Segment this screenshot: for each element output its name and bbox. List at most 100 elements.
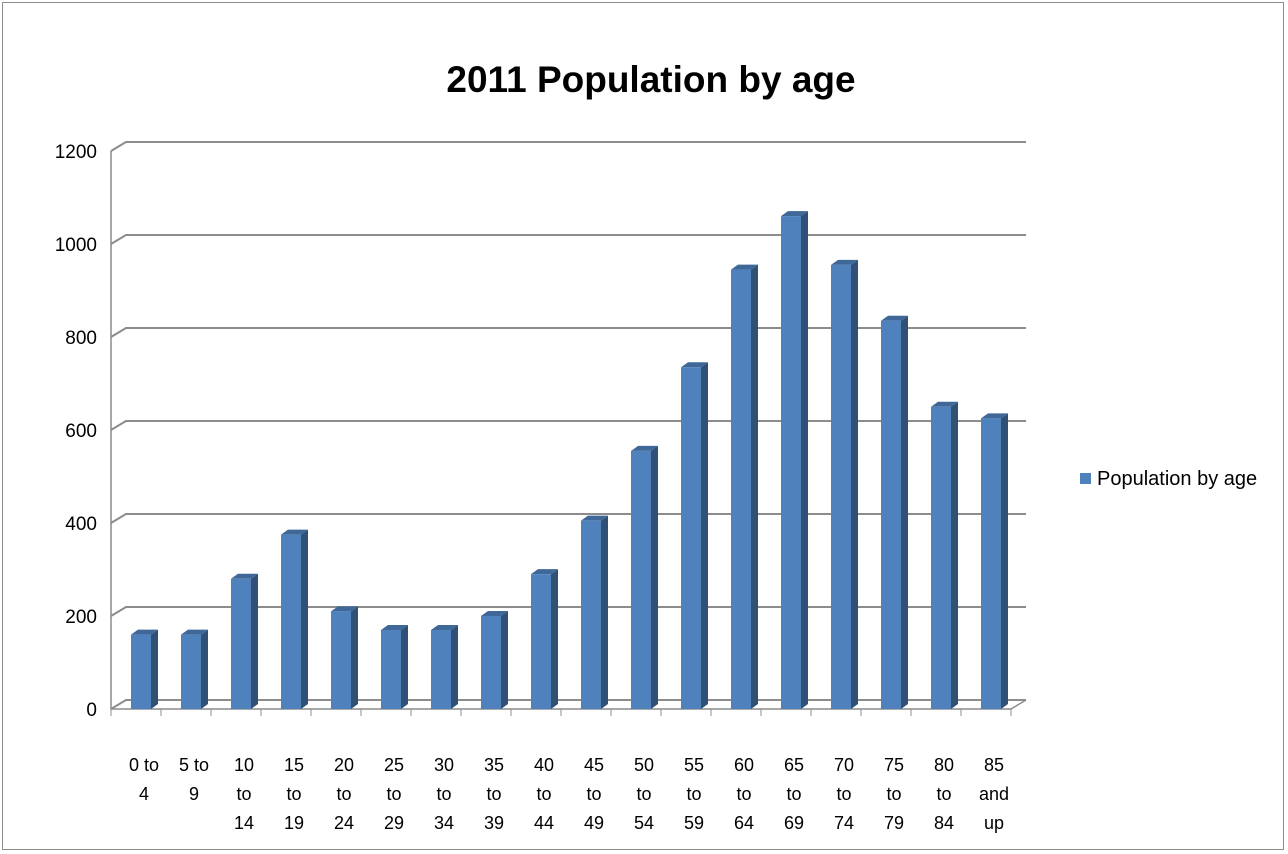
gridline xyxy=(110,606,1026,617)
bar-front xyxy=(231,578,251,709)
y-tick-label: 1200 xyxy=(55,142,97,163)
bar-front xyxy=(781,216,801,709)
bar xyxy=(781,211,808,709)
bar-top xyxy=(531,569,558,575)
bar-top xyxy=(481,611,508,616)
x-category-label-line: to xyxy=(436,784,451,804)
bar-front xyxy=(681,367,701,709)
x-category-label: 15 to 19 xyxy=(284,755,304,833)
bar-front xyxy=(381,629,401,709)
bar-side xyxy=(501,611,508,709)
x-category-label-line: 55 xyxy=(684,755,704,775)
bar-front xyxy=(931,406,951,709)
x-category-label-line: 65 xyxy=(784,755,804,775)
bar-side xyxy=(251,573,258,709)
x-category-label-line: 24 xyxy=(334,813,354,833)
x-category-label-line: 4 xyxy=(139,784,149,804)
legend-swatch xyxy=(1080,473,1091,484)
chart-title: 2011 Population by age xyxy=(446,59,855,100)
gridlines xyxy=(110,141,1026,710)
x-category-label: 80 to 84 xyxy=(934,755,954,833)
bar-top xyxy=(631,445,658,451)
x-category-label: 30 to 34 xyxy=(434,755,454,833)
x-category-label-line: 10 xyxy=(234,755,254,775)
bar-side xyxy=(801,211,808,709)
x-category-label: 70 to 74 xyxy=(834,755,854,833)
x-category-label-line: 29 xyxy=(384,813,404,833)
x-category-label-line: to xyxy=(836,784,851,804)
x-category-label-line: 39 xyxy=(484,813,504,833)
bar-top xyxy=(131,629,158,635)
x-category-label: 25 to 29 xyxy=(384,755,404,833)
x-category-label-line: 14 xyxy=(234,813,254,833)
x-category-label: 85 and up xyxy=(979,755,1009,833)
y-tick-label: 600 xyxy=(65,421,97,442)
x-category-label: 40 to 44 xyxy=(534,755,554,833)
bar xyxy=(231,573,258,709)
x-category-label-line: 50 xyxy=(634,755,654,775)
bar-side xyxy=(701,362,708,709)
bar-front xyxy=(531,574,551,709)
x-category-label-line: to xyxy=(636,784,651,804)
x-category-label-line: 64 xyxy=(734,813,754,833)
bar-front xyxy=(731,269,751,709)
x-category-label-line: 60 xyxy=(734,755,754,775)
bar xyxy=(131,629,158,709)
bar-top xyxy=(681,362,708,368)
x-category-label-line: to xyxy=(786,784,801,804)
bar-top xyxy=(431,624,458,630)
bar-top xyxy=(881,315,908,321)
axes: 0 200 400 600 800 1000 1200 xyxy=(55,142,1027,721)
x-category-label-line: 69 xyxy=(784,813,804,833)
x-category-label-line: to xyxy=(886,784,901,804)
x-category-label-line: 25 xyxy=(384,755,404,775)
x-category-label-line: and xyxy=(979,784,1009,804)
x-category-label-line: 5 to xyxy=(179,755,209,775)
x-category-label-line: 85 xyxy=(984,755,1004,775)
x-category-label-line: 54 xyxy=(634,813,654,833)
bar-front xyxy=(131,634,151,709)
bar-side xyxy=(851,259,858,709)
legend-label: Population by age xyxy=(1097,468,1257,490)
x-category-label-line: 40 xyxy=(534,755,554,775)
bar-top xyxy=(181,629,208,635)
bar xyxy=(731,264,758,709)
bar-front xyxy=(881,320,901,709)
x-category-label: 75 to 79 xyxy=(884,755,904,833)
y-tick-label: 800 xyxy=(65,328,97,349)
bar-top xyxy=(581,515,608,521)
y-tick-label: 1000 xyxy=(55,235,97,256)
x-category-label: 10 to 14 xyxy=(234,755,254,833)
x-category-label: 35 to 39 xyxy=(484,755,504,833)
bar-side xyxy=(751,264,758,709)
bar xyxy=(681,362,708,709)
x-category-label-line: to xyxy=(236,784,251,804)
x-category-label: 0 to 4 xyxy=(129,755,159,804)
gridline xyxy=(110,699,1026,710)
bar xyxy=(431,624,458,709)
x-category-label-line: 74 xyxy=(834,813,854,833)
bar xyxy=(181,629,208,709)
bar-top xyxy=(831,259,858,265)
x-category-label-line: to xyxy=(486,784,501,804)
x-category-label: 65 to 69 xyxy=(784,755,804,833)
y-tick-label: 400 xyxy=(65,514,97,535)
x-category-label-line: 84 xyxy=(934,813,954,833)
bar-front xyxy=(831,264,851,709)
x-category-label-line: to xyxy=(536,784,551,804)
bar xyxy=(281,529,308,709)
legend: Population by age xyxy=(1080,468,1257,490)
x-category-label-line: 15 xyxy=(284,755,304,775)
bar-side xyxy=(351,606,358,709)
x-category-label-line: 45 xyxy=(584,755,604,775)
bar xyxy=(381,624,408,709)
bar-front xyxy=(481,616,501,709)
gridline xyxy=(110,327,1026,338)
x-category-label: 45 to 49 xyxy=(584,755,604,833)
bar xyxy=(481,611,508,709)
bar-side xyxy=(201,629,208,709)
x-category-label-line: 80 xyxy=(934,755,954,775)
bar xyxy=(831,259,858,709)
